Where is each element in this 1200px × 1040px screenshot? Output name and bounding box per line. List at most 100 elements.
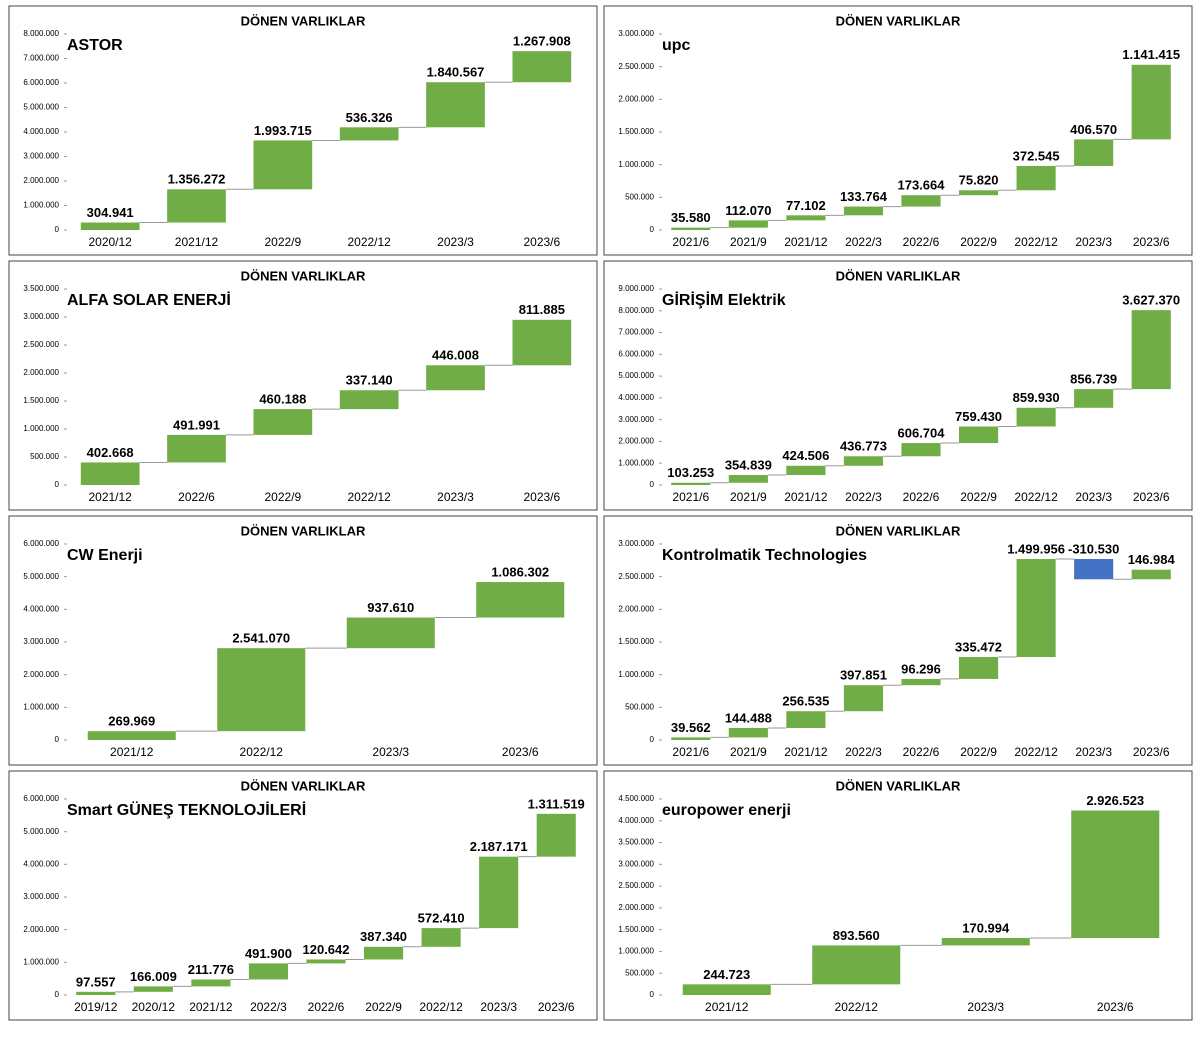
y-tick-label: 1.000.000 [23, 201, 59, 210]
x-tick-label: 2022/12 [347, 490, 391, 504]
value-label: 244.723 [703, 967, 750, 982]
y-tick-label: 6.000.000 [23, 78, 59, 87]
y-tick-label: 1.000.000 [23, 424, 59, 433]
x-tick-label: 2021/12 [189, 1000, 233, 1014]
x-tick-label: 2021/9 [730, 745, 767, 759]
y-tick-label: 500.000 [625, 192, 654, 201]
value-label: 1.267.908 [513, 34, 571, 49]
bar [512, 51, 572, 83]
x-tick-label: 2023/6 [1133, 490, 1170, 504]
bar [958, 657, 999, 679]
y-tick-label: 6.000.000 [23, 539, 59, 548]
value-label: 335.472 [955, 639, 1002, 654]
bar [786, 215, 826, 221]
x-tick-label: 2022/9 [264, 235, 301, 249]
y-tick-label: 7.000.000 [618, 328, 654, 337]
value-label: 446.008 [432, 348, 479, 363]
value-label: 211.776 [188, 962, 234, 977]
bar [306, 959, 346, 964]
x-tick-label: 2021/12 [175, 235, 219, 249]
value-label: 811.885 [519, 302, 565, 317]
value-label: 35.580 [671, 210, 711, 225]
value-label: 1.993.715 [254, 123, 312, 138]
y-tick-label: 2.000.000 [618, 903, 654, 912]
y-tick-label: 3.000.000 [618, 29, 654, 38]
value-label: 146.984 [1128, 552, 1176, 567]
y-tick-label: 4.000.000 [618, 393, 654, 402]
y-tick-label: 8.000.000 [618, 306, 654, 315]
value-label: 166.009 [130, 969, 177, 984]
x-tick-label: 2023/3 [967, 1000, 1004, 1014]
x-tick-label: 2022/12 [1014, 235, 1058, 249]
panel [8, 5, 598, 256]
bar [346, 617, 435, 649]
logo: CW Enerji [67, 547, 143, 564]
y-tick-label: 2.000.000 [618, 94, 654, 103]
bar [786, 711, 826, 728]
y-tick-label: 5.000.000 [23, 572, 59, 581]
value-label: 75.820 [959, 173, 999, 188]
bar [1131, 310, 1171, 390]
value-label: 859.930 [1013, 390, 1060, 405]
x-tick-label: 2022/12 [240, 745, 284, 759]
y-tick-label: 500.000 [30, 452, 59, 461]
y-tick-label: 1.500.000 [618, 637, 654, 646]
bar [536, 813, 576, 857]
bar [1016, 165, 1056, 191]
value-label: 491.900 [245, 946, 292, 961]
y-tick-label: 0 [650, 735, 655, 744]
y-tick-label: 2.500.000 [618, 572, 654, 581]
logo: GİRİŞİM Elektrik [662, 291, 786, 309]
bar [901, 195, 941, 207]
y-tick-label: 1.000.000 [618, 947, 654, 956]
x-tick-label: 2021/12 [110, 745, 154, 759]
logo: upc [662, 37, 691, 54]
x-tick-label: 2023/6 [1133, 745, 1170, 759]
bar [901, 678, 941, 686]
y-tick-label: 0 [55, 480, 60, 489]
y-tick-label: 3.000.000 [618, 859, 654, 868]
y-tick-label: 3.000.000 [618, 415, 654, 424]
y-tick-label: 0 [650, 990, 655, 999]
x-tick-label: 2023/3 [480, 1000, 517, 1014]
x-tick-label: 2023/6 [523, 235, 560, 249]
y-tick-label: 9.000.000 [618, 284, 654, 293]
x-tick-label: 2023/3 [1075, 745, 1112, 759]
bar [87, 731, 176, 740]
y-tick-label: 0 [55, 225, 60, 234]
x-tick-label: 2023/3 [437, 235, 474, 249]
x-tick-label: 2021/12 [705, 1000, 749, 1014]
value-label: 759.430 [955, 409, 1002, 424]
bar [1131, 569, 1171, 580]
chart-title: DÖNEN VARLIKLAR [241, 268, 366, 283]
x-tick-label: 2022/3 [845, 235, 882, 249]
x-tick-label: 2022/12 [835, 1000, 879, 1014]
bar [339, 127, 399, 141]
value-label: 97.557 [76, 974, 116, 989]
bar [958, 426, 999, 444]
bar [167, 189, 226, 223]
value-label: 2.187.171 [470, 839, 528, 854]
value-label: 1.499.956 [1007, 541, 1065, 556]
bar [363, 946, 404, 960]
x-tick-label: 2022/9 [960, 235, 997, 249]
value-label: 144.488 [725, 710, 772, 725]
y-tick-label: 2.500.000 [23, 340, 59, 349]
bar [80, 222, 140, 230]
y-tick-label: 3.000.000 [618, 539, 654, 548]
x-tick-label: 2022/6 [903, 745, 940, 759]
x-tick-label: 2021/12 [784, 745, 828, 759]
y-tick-label: 500.000 [625, 702, 654, 711]
value-label: 103.253 [667, 465, 714, 480]
bar [479, 856, 519, 929]
x-tick-label: 2022/12 [1014, 745, 1058, 759]
value-label: 372.545 [1013, 148, 1060, 163]
logo: ASTOR [67, 37, 123, 54]
value-label: 1.356.272 [168, 172, 226, 187]
value-label: 269.969 [108, 714, 155, 729]
bar [786, 465, 826, 476]
x-tick-label: 2021/6 [672, 745, 709, 759]
y-tick-label: 1.500.000 [618, 925, 654, 934]
bar [1016, 559, 1056, 658]
